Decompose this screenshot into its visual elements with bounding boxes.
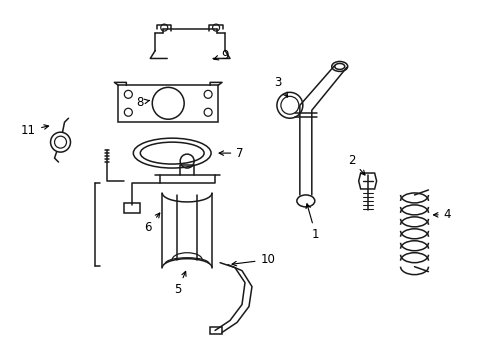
Text: 3: 3 (274, 76, 288, 97)
Text: 1: 1 (306, 204, 319, 241)
Text: 8: 8 (137, 96, 149, 109)
Text: 4: 4 (434, 208, 451, 221)
Text: 9: 9 (214, 49, 229, 62)
Text: 10: 10 (232, 253, 275, 266)
Bar (124, 203, 140, 213)
Text: 7: 7 (219, 147, 244, 159)
Bar (210, 328, 222, 334)
Text: 6: 6 (145, 213, 160, 234)
Text: 11: 11 (21, 124, 49, 137)
Text: 5: 5 (174, 271, 186, 296)
Text: 2: 2 (348, 154, 365, 175)
